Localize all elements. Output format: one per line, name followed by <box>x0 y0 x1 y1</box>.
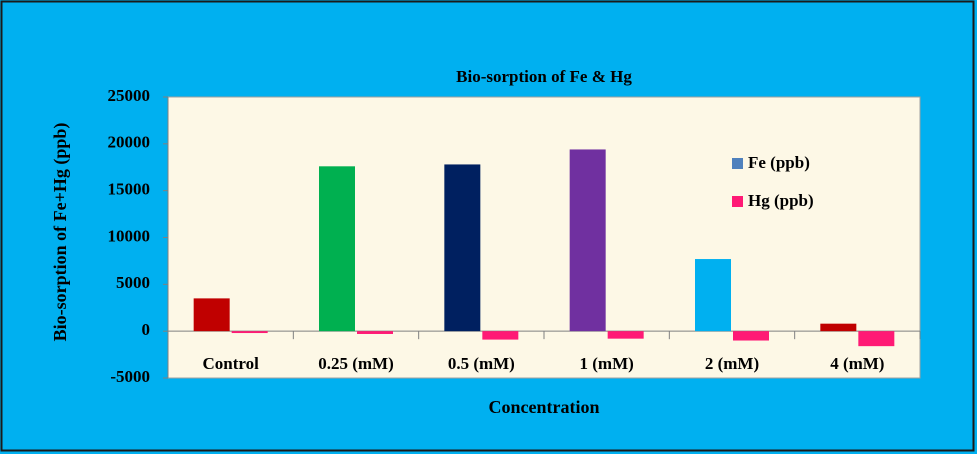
bar <box>482 331 519 340</box>
y-axis-label: Bio-sorption of Fe+Hg (ppb) <box>50 123 71 342</box>
x-tick-label: 2 (mM) <box>705 354 759 373</box>
y-tick-label: 25000 <box>108 86 151 105</box>
bar <box>444 164 481 332</box>
y-tick-label: 20000 <box>108 133 151 152</box>
y-tick-label: 5000 <box>116 273 150 292</box>
y-tick-label: 10000 <box>108 226 151 245</box>
bar <box>319 166 355 332</box>
x-axis-label: Concentration <box>489 397 600 417</box>
bar <box>607 331 644 339</box>
bar <box>733 331 769 341</box>
bar <box>569 149 606 332</box>
bar <box>357 331 393 334</box>
bar <box>820 323 857 332</box>
legend-label: Hg (ppb) <box>748 191 814 210</box>
x-tick-label: Control <box>202 354 259 373</box>
y-tick-label: -5000 <box>110 367 150 386</box>
legend-label: Fe (ppb) <box>748 153 810 172</box>
x-tick-label: 4 (mM) <box>830 354 884 373</box>
x-tick-label: 1 (mM) <box>580 354 634 373</box>
bar <box>231 331 268 334</box>
x-tick-label: 0.5 (mM) <box>448 354 515 373</box>
bar <box>193 298 230 332</box>
bar <box>695 259 731 332</box>
y-tick-label: 0 <box>142 320 151 339</box>
legend-swatch <box>732 158 743 169</box>
y-tick-label: 15000 <box>108 180 151 199</box>
bar <box>858 331 895 347</box>
chart-title: Bio-sorption of Fe & Hg <box>456 67 632 86</box>
legend-swatch <box>732 196 743 207</box>
x-tick-label: 0.25 (mM) <box>318 354 394 373</box>
